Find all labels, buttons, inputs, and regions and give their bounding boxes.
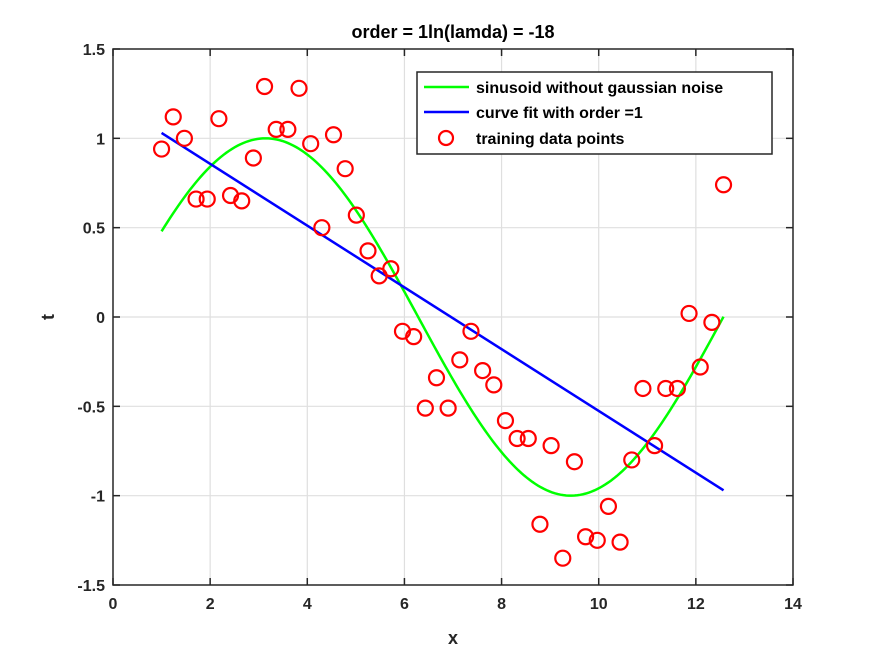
training-data-point: [405, 328, 423, 346]
x-tick-label: 2: [206, 596, 215, 613]
training-data-point: [302, 135, 320, 153]
training-data-point: [474, 362, 492, 380]
training-data-point: [508, 429, 526, 448]
x-tick-label: 4: [303, 596, 312, 613]
x-tick-label: 6: [400, 596, 409, 613]
x-tick-label: 10: [590, 596, 608, 613]
training-data-point: [599, 497, 618, 515]
training-data-point: [588, 531, 606, 549]
training-data-point: [290, 79, 308, 97]
x-tick-label: 12: [687, 596, 705, 613]
training-data-point: [336, 160, 354, 178]
training-data-point: [427, 369, 446, 387]
x-axis-label: x: [448, 628, 458, 648]
training-data-point: [267, 120, 285, 138]
training-data-point: [496, 412, 515, 430]
training-data-point: [668, 379, 687, 398]
legend-box: [416, 71, 773, 155]
legend-label-sinusoid: sinusoid without gaussian noise: [476, 80, 723, 97]
y-tick-label: -0.5: [77, 399, 105, 416]
training-data-point: [576, 528, 595, 546]
training-data-point: [152, 140, 171, 158]
training-data-point: [485, 376, 503, 394]
training-data-point: [565, 453, 584, 471]
y-axis-label: t: [38, 314, 58, 320]
training-data-point: [359, 242, 377, 260]
training-data-point: [542, 437, 560, 455]
x-tick-label: 8: [497, 596, 506, 613]
training-data-point: [279, 120, 297, 138]
training-data-point: [382, 260, 400, 278]
training-data-point: [347, 206, 365, 224]
training-data-point: [703, 313, 721, 331]
training-data-point: [462, 322, 480, 340]
training-data-point: [519, 429, 537, 448]
training-data-point: [680, 304, 698, 323]
y-tick-label: 0.5: [83, 221, 105, 238]
training-data-point: [714, 176, 733, 194]
ticks: 0 2 4 6 8 10 12 14 -1.5 -1 -0.5 0 0.5 1 1.5: [77, 42, 802, 613]
training-data-point: [416, 399, 434, 417]
training-data-point: [187, 190, 205, 208]
plot-series: [152, 77, 733, 567]
training-data-point: [324, 126, 343, 144]
legend: sinusoid without gaussian noise curve fi…: [416, 71, 773, 155]
y-tick-label: -1: [91, 489, 105, 506]
training-data-point: [623, 451, 641, 469]
x-tick-label: 0: [109, 596, 118, 613]
y-tick-label: 0: [96, 310, 105, 327]
training-data-point: [691, 358, 709, 376]
training-data-point: [531, 515, 549, 533]
chart-title: order = 1ln(lamda) = -18: [351, 22, 554, 42]
y-tick-label: 1: [96, 131, 105, 148]
x-tick-label: 14: [784, 596, 802, 613]
training-data-point: [645, 437, 664, 455]
legend-label-curve-fit: curve fit with order =1: [476, 105, 643, 122]
training-data-point: [175, 129, 193, 147]
training-data-point: [255, 77, 274, 96]
training-data-point: [198, 190, 216, 208]
y-tick-label: 1.5: [83, 42, 105, 59]
sinusoid-line: [160, 137, 725, 497]
curve-fit-line: [160, 131, 725, 492]
training-data-point: [164, 108, 182, 126]
training-data-point: [451, 351, 469, 369]
training-data-point: [439, 399, 457, 417]
training-data-point: [657, 379, 675, 398]
training-data-point: [611, 533, 629, 551]
training-data-point: [244, 149, 262, 167]
training-data-point: [313, 219, 331, 237]
training-data-point: [233, 192, 251, 210]
training-data-point: [210, 110, 228, 128]
y-tick-label: -1.5: [77, 578, 105, 595]
training-data-point: [554, 549, 572, 567]
legend-label-training-points: training data points: [476, 131, 625, 148]
legend-swatch-training-points: [437, 129, 455, 147]
training-data-point: [634, 379, 652, 398]
